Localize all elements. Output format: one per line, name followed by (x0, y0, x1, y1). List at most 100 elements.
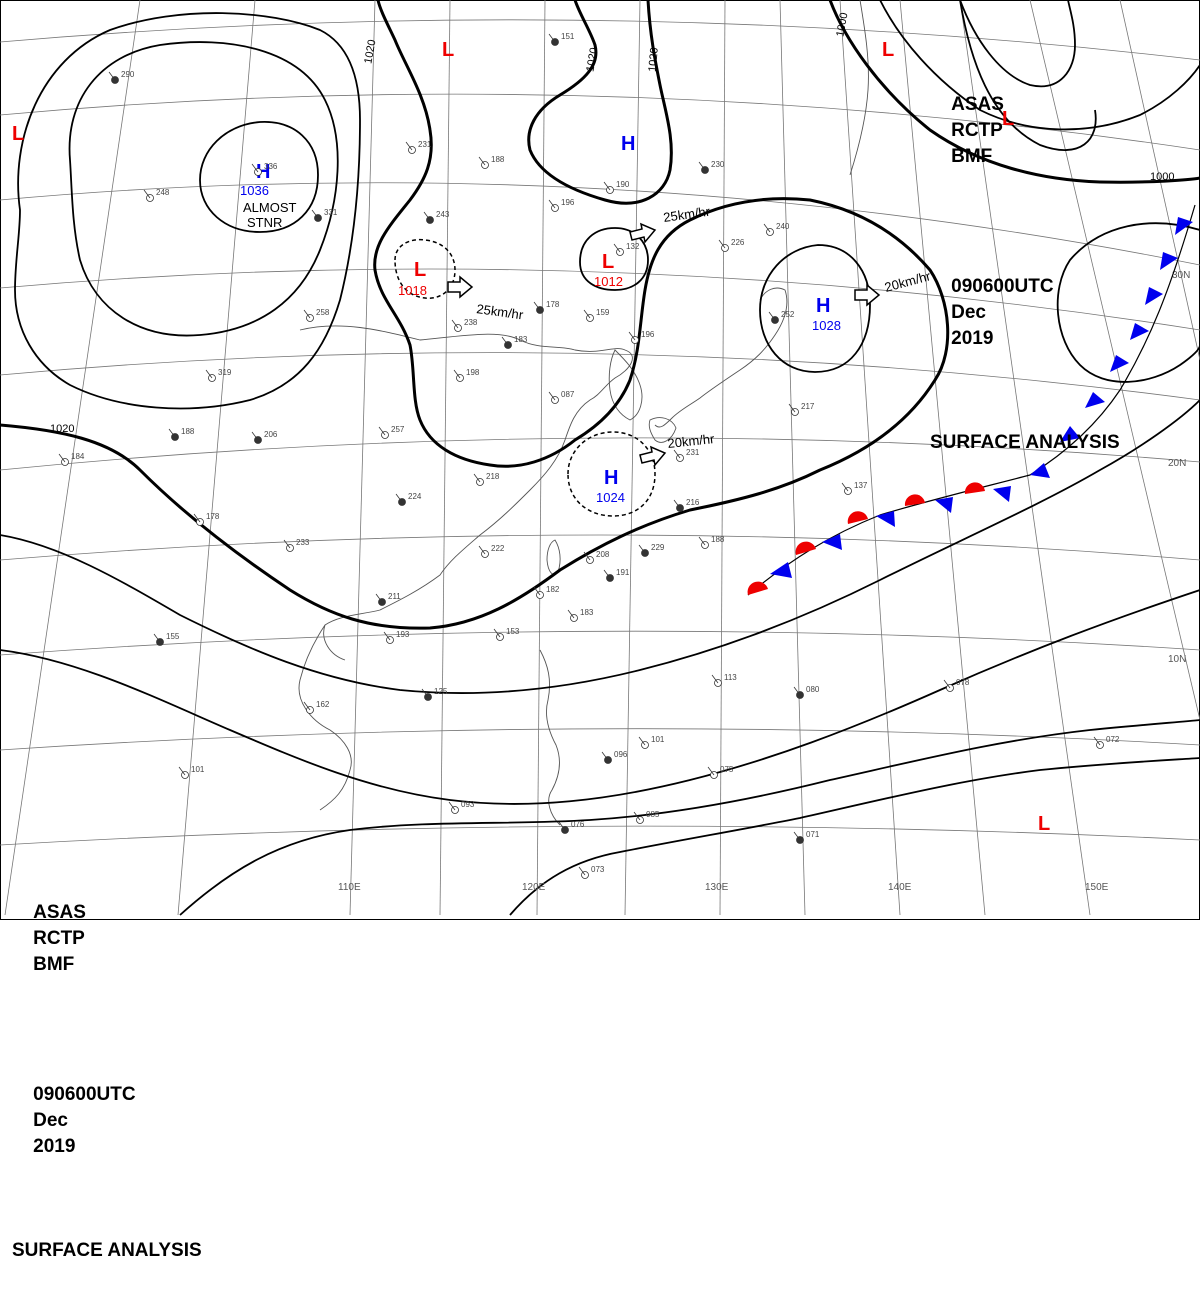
wind-barb (793, 831, 801, 841)
wind-barb (628, 331, 636, 341)
wind-barb (943, 679, 951, 689)
latitude-line (0, 352, 1200, 401)
isobar-label: 1020 (647, 47, 661, 72)
station-pressure: 137 (854, 481, 868, 490)
wind-barb (58, 453, 66, 463)
wind-barb (423, 211, 431, 221)
station-pressure: 071 (806, 830, 820, 839)
station-pressure: 155 (166, 632, 180, 641)
wind-barb (718, 239, 726, 249)
coastline-indochina (298, 624, 352, 811)
station-pressure: 229 (651, 543, 665, 552)
station-pressure: 240 (776, 222, 790, 231)
wind-barb (143, 189, 151, 199)
wind-barb (405, 141, 413, 151)
wind-barb (473, 473, 481, 483)
wind-barb (793, 686, 801, 696)
wind-barb (698, 536, 706, 546)
product-label: SURFACE ANALYSIS (930, 432, 1120, 453)
office-label: BMF (951, 146, 993, 167)
isobar-high-1028 (759, 244, 871, 373)
wind-barb (153, 633, 161, 643)
station-pressure: 222 (491, 544, 505, 553)
station-pressure: 188 (491, 155, 505, 164)
wind-barb (168, 428, 176, 438)
surface-analysis-map: 1020 1020 1020 1020 1000 1000 110E 120E … (0, 0, 1200, 920)
month-label: Dec (33, 1110, 68, 1131)
wind-barb (303, 701, 311, 711)
map-frame (0, 0, 1200, 920)
high-center-1036: H (256, 161, 270, 183)
station-pressure: 087 (561, 390, 575, 399)
wind-barb (601, 751, 609, 761)
low-center: L (1002, 108, 1014, 130)
latitude-line-20n (0, 437, 1200, 471)
stationary-note: ALMOST STNR (243, 200, 297, 230)
wind-barb (698, 161, 706, 171)
coastlines (298, 0, 869, 826)
station-pressure: 196 (641, 330, 655, 339)
isobar-label: 1020 (362, 39, 378, 65)
stationary-front (747, 204, 1196, 596)
station-pressure: 178 (546, 300, 560, 309)
latitude-line (0, 182, 1200, 266)
station-pressure: 188 (181, 427, 195, 436)
wind-barb (567, 609, 575, 619)
station-pressure: 085 (646, 810, 660, 819)
longitude-line-130e (719, 0, 726, 916)
motion-label: 25km/hr (662, 203, 711, 224)
datetime-label: 090600UTC (951, 276, 1054, 297)
high-value: 1024 (596, 490, 625, 505)
chart-header-bottom: ASAS RCTP BMF 090600UTC Dec 2019 SURFACE… (12, 822, 202, 1290)
station-pressure: 159 (596, 308, 610, 317)
stationary-note-line: STNR (247, 215, 282, 230)
cold-front-triangles (770, 217, 1193, 578)
office-label: BMF (33, 954, 75, 975)
low-value: 1018 (398, 283, 427, 298)
isobar-high-1036 (199, 121, 319, 233)
station-pressure: 178 (206, 512, 220, 521)
wind-barb (493, 628, 501, 638)
wind-barb (501, 336, 509, 346)
coastline-japan-kyushu (648, 417, 677, 443)
wind-barb (533, 301, 541, 311)
wind-barb (548, 391, 556, 401)
station-pressure: 075 (720, 765, 734, 774)
wind-barb (533, 586, 541, 596)
isobar-south-4 (509, 757, 1200, 916)
isobar-south-3 (179, 719, 1200, 916)
stationary-label: ALMOST STNR (243, 200, 297, 230)
chart-header-top: ASAS RCTP BMF 090600UTC Dec 2019 SURFACE… (930, 14, 1120, 482)
product-label: SURFACE ANALYSIS (12, 1240, 202, 1261)
graticule (0, 0, 1200, 916)
motion-label: 25km/hr (476, 301, 525, 322)
datetime-label: 090600UTC (33, 1084, 136, 1105)
wind-barb (283, 539, 291, 549)
wind-barb (638, 736, 646, 746)
station-pressure: 076 (571, 820, 585, 829)
station-pressure: 125 (434, 687, 448, 696)
station-pressure: 184 (71, 452, 85, 461)
coastline-philippines (539, 649, 561, 826)
isobar-ne-low (959, 0, 1097, 151)
isobar-1020-north (527, 0, 673, 205)
station-label: RCTP (33, 928, 85, 949)
isobar-labels: 1020 1020 1020 1020 1000 1000 (50, 12, 1174, 435)
station-pressure: 290 (121, 70, 135, 79)
header-row-2: 090600UTC Dec 2019 (930, 248, 1120, 378)
station-pressure: 151 (561, 32, 575, 41)
longitude-line-140e (839, 0, 901, 916)
station-pressure: 193 (396, 630, 410, 639)
lat-label-20n: 20N (1168, 458, 1186, 469)
pressure-centers: H H H H L L L L L L L (12, 39, 1050, 835)
wind-barb (603, 181, 611, 191)
wind-barb (251, 163, 259, 173)
wind-barb (711, 674, 719, 684)
header-row-1: ASAS RCTP BMF (12, 874, 202, 1004)
station-pressure: 183 (514, 335, 528, 344)
isobar-label: 1000 (1150, 171, 1174, 183)
wind-barb (578, 866, 586, 876)
longitude-line (779, 0, 806, 916)
station-pressure: 331 (324, 208, 338, 217)
wind-barb (478, 545, 486, 555)
